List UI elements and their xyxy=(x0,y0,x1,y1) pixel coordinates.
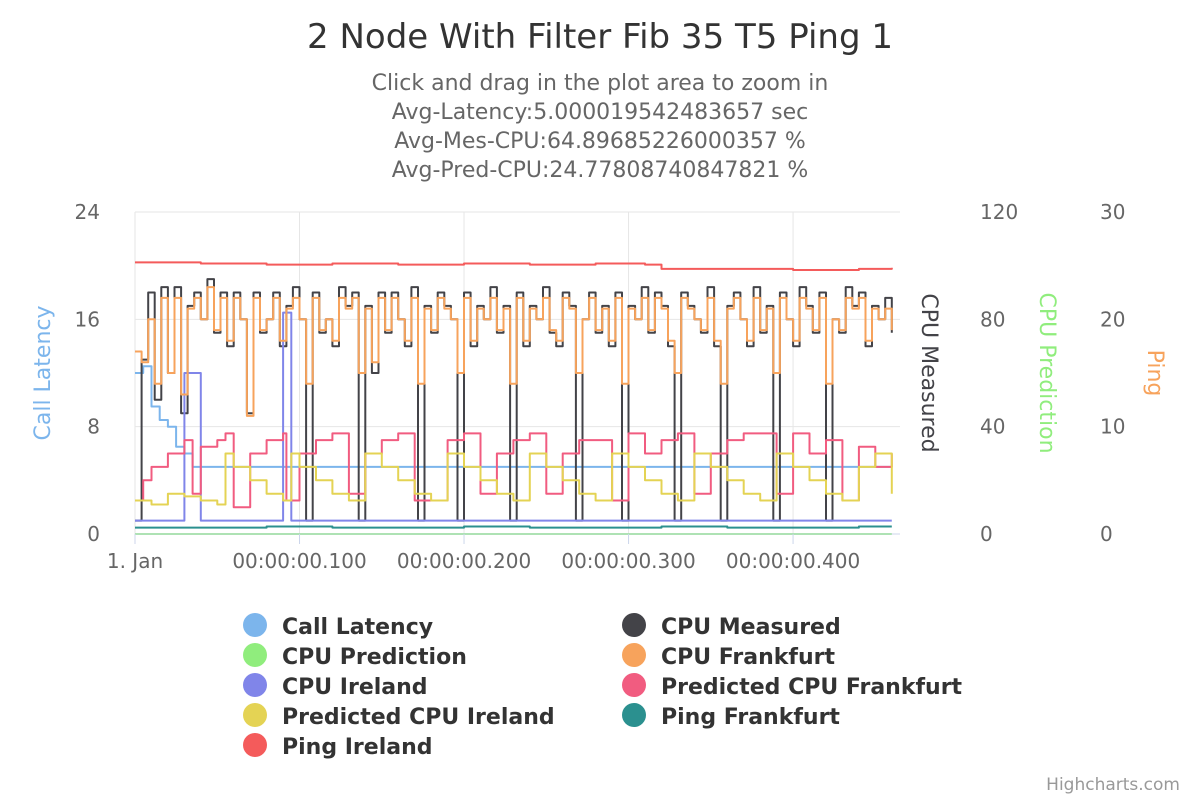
y-axis-tick-label-cpu-measured: 0 xyxy=(980,522,993,546)
credits-link[interactable]: Highcharts.com xyxy=(1046,775,1180,795)
y-axis-tick-label-call-latency: 0 xyxy=(87,522,100,546)
legend-label: CPU Measured xyxy=(661,615,841,640)
series-line-predicted-cpu-frankfurt xyxy=(135,432,893,509)
x-axis-tick-label: 00:00:00.100 xyxy=(232,549,366,573)
chart-title: 2 Node With Filter Fib 35 T5 Ping 1 xyxy=(307,17,893,57)
legend-symbol xyxy=(243,703,267,727)
legend-item-cpu-ireland[interactable]: CPU Ireland xyxy=(243,673,428,700)
y-axis-tick-label-cpu-measured: 120 xyxy=(980,200,1018,224)
y-axis-tick-label-cpu-measured: 40 xyxy=(980,415,1005,439)
legend-item-predicted-cpu-ireland[interactable]: Predicted CPU Ireland xyxy=(243,703,555,730)
legend-symbol xyxy=(622,643,646,667)
series-line-predicted-cpu-ireland xyxy=(135,452,893,506)
legend-item-cpu-frankfurt[interactable]: CPU Frankfurt xyxy=(622,643,835,670)
legend-symbol xyxy=(243,673,267,697)
series-line-ping-ireland xyxy=(135,261,893,271)
legend-item-predicted-cpu-frankfurt[interactable]: Predicted CPU Frankfurt xyxy=(622,673,963,700)
y-axis-title-call-latency: Call Latency xyxy=(31,305,56,440)
legend-item-cpu-measured[interactable]: CPU Measured xyxy=(622,613,841,640)
legend-label: Ping Frankfurt xyxy=(661,705,840,730)
x-axis-tick-label: 00:00:00.200 xyxy=(397,549,531,573)
legend-label: CPU Frankfurt xyxy=(661,645,835,670)
legend-label: CPU Ireland xyxy=(282,675,428,700)
y-axis-title-cpu-prediction: CPU Prediction xyxy=(1034,292,1059,453)
subtitle-line-3: Avg-Mes-CPU:64.89685226000357 % xyxy=(394,129,806,154)
y-axis-tick-label-cpu-measured: 80 xyxy=(980,307,1005,331)
series-line-ping-frankfurt xyxy=(135,525,892,529)
x-axis-tick-label: 00:00:00.400 xyxy=(726,549,860,573)
y-axis-tick-label-ping: 10 xyxy=(1100,415,1125,439)
legend-symbol xyxy=(622,613,646,637)
legend-item-call-latency[interactable]: Call Latency xyxy=(243,613,433,640)
legend-symbol xyxy=(622,703,646,727)
legend-item-ping-ireland[interactable]: Ping Ireland xyxy=(243,733,433,760)
subtitle-line-2: Avg-Latency:5.000019542483657 sec xyxy=(392,100,809,125)
legend-label: Ping Ireland xyxy=(282,735,433,760)
axes-layer: 1. Jan 00:00:00.100 00:00:00.200 00:00:00.3… xyxy=(75,200,1126,573)
x-axis-tick-label: 00:00:00.300 xyxy=(561,549,695,573)
y-axis-tick-label-call-latency: 8 xyxy=(87,415,100,439)
series-line-cpu-frankfurt xyxy=(135,286,893,417)
y-axis-title-ping: Ping xyxy=(1142,350,1167,397)
y-axis-tick-label-ping: 20 xyxy=(1100,307,1125,331)
legend-symbol xyxy=(243,613,267,637)
y-axis-tick-label-call-latency: 24 xyxy=(75,200,100,224)
subtitle-line-1: Click and drag in the plot area to zoom … xyxy=(372,71,829,96)
series-line-cpu-ireland xyxy=(135,311,892,522)
subtitle-line-4: Avg-Pred-CPU:24.77808740847821 % xyxy=(392,158,809,183)
legend-label: CPU Prediction xyxy=(282,645,467,670)
legend-label: Predicted CPU Frankfurt xyxy=(661,675,963,700)
legend: Call Latency CPU Prediction CPU Ireland Pre… xyxy=(243,613,963,760)
legend-item-ping-frankfurt[interactable]: Ping Frankfurt xyxy=(622,703,840,730)
legend-label: Predicted CPU Ireland xyxy=(282,705,555,730)
y-axis-tick-label-call-latency: 16 xyxy=(75,307,100,331)
y-axis-tick-label-ping: 0 xyxy=(1100,522,1113,546)
legend-item-cpu-prediction[interactable]: CPU Prediction xyxy=(243,643,467,670)
legend-symbol xyxy=(243,643,267,667)
x-axis-tick-label: 1. Jan xyxy=(107,549,163,573)
y-axis-title-cpu-measured: CPU Measured xyxy=(916,293,941,452)
series-layer xyxy=(135,261,893,535)
y-axis-tick-label-ping: 30 xyxy=(1100,200,1125,224)
legend-symbol xyxy=(622,673,646,697)
legend-label: Call Latency xyxy=(282,615,433,640)
legend-symbol xyxy=(243,733,267,757)
